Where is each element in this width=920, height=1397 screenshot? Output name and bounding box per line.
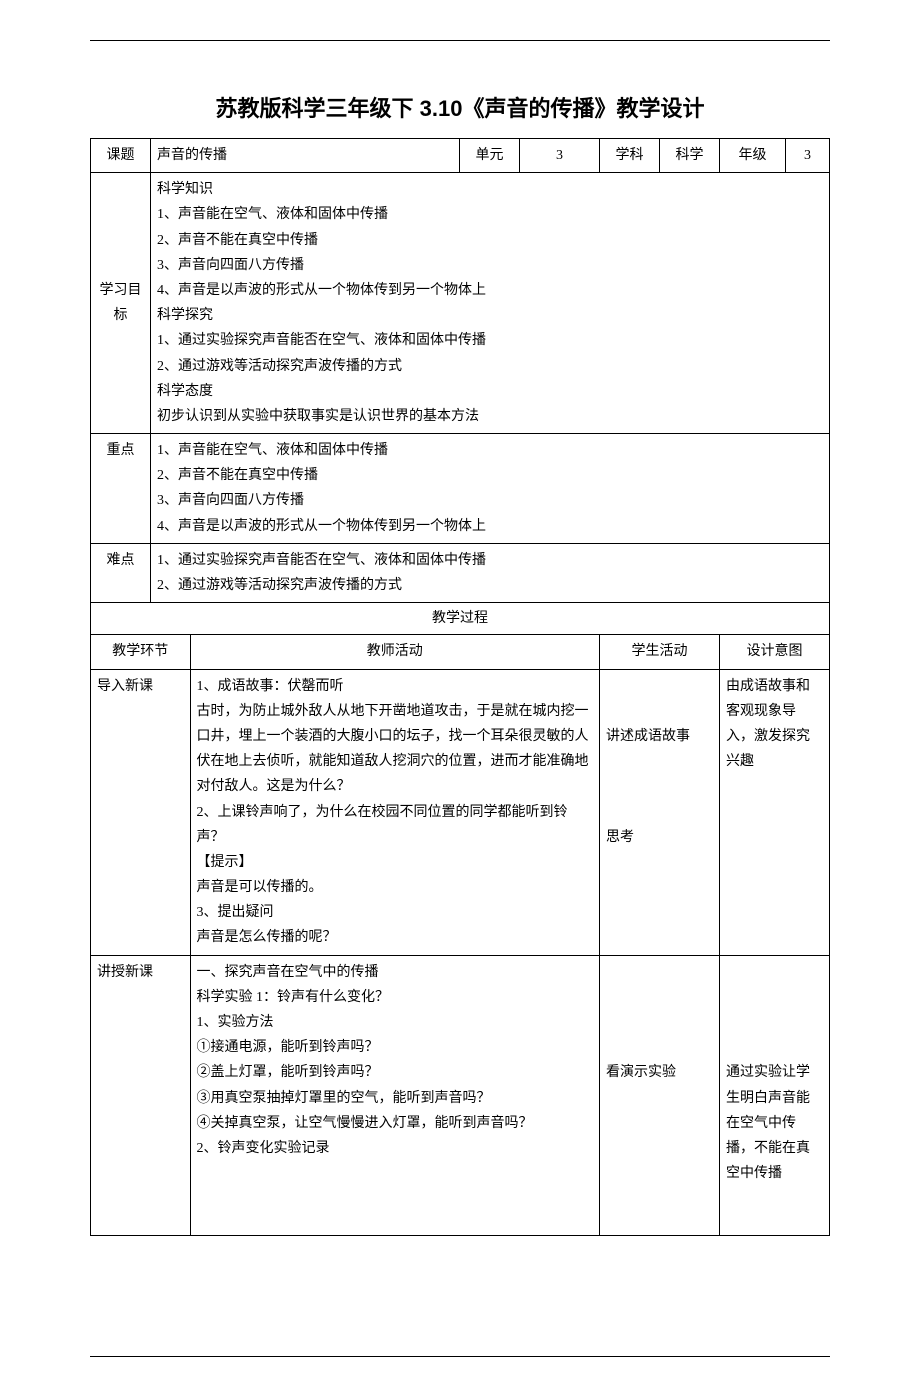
keypoints-row: 重点 1、声音能在空气、液体和固体中传播 2、声音不能在真空中传播 3、声音向四…	[91, 434, 830, 544]
columns-row: 教学环节 教师活动 学生活动 设计意图	[91, 635, 830, 669]
subject-value: 科学	[660, 139, 720, 173]
teach-t1: 一、探究声音在空气中的传播	[197, 960, 593, 985]
intro-t2: 古时，为防止城外敌人从地下开凿地道攻击，于是就在城内挖一口井，埋上一个装酒的大腹…	[197, 699, 593, 800]
subject-label: 学科	[600, 139, 660, 173]
obj-h1: 科学知识	[157, 177, 823, 202]
bottom-divider	[90, 1356, 830, 1357]
obj-h2: 科学探究	[157, 303, 823, 328]
topic-value: 声音的传播	[151, 139, 460, 173]
obj-l1: 1、声音能在空气、液体和固体中传播	[157, 202, 823, 227]
obj-l7: 初步认识到从实验中获取事实是认识世界的基本方法	[157, 404, 823, 429]
obj-l5: 1、通过实验探究声音能否在空气、液体和固体中传播	[157, 328, 823, 353]
info-row: 课题 声音的传播 单元 3 学科 科学 年级 3	[91, 139, 830, 173]
teach-teacher: 一、探究声音在空气中的传播 科学实验 1：铃声有什么变化？ 1、实验方法 ①接通…	[190, 955, 599, 1235]
col-stage: 教学环节	[91, 635, 191, 669]
intro-row: 导入新课 1、成语故事：伏罄而听 古时，为防止城外敌人从地下开凿地道攻击，于是就…	[91, 669, 830, 955]
teach-t5: ②盖上灯罩，能听到铃声吗？	[197, 1060, 593, 1085]
intro-teacher: 1、成语故事：伏罄而听 古时，为防止城外敌人从地下开凿地道攻击，于是就在城内挖一…	[190, 669, 599, 955]
difficulties-content: 1、通过实验探究声音能否在空气、液体和固体中传播 2、通过游戏等活动探究声波传播…	[151, 543, 830, 602]
teach-label: 讲授新课	[91, 955, 191, 1235]
obj-l2: 2、声音不能在真空中传播	[157, 228, 823, 253]
teach-t6: ③用真空泵抽掉灯罩里的空气，能听到声音吗？	[197, 1086, 593, 1111]
intro-t1: 1、成语故事：伏罄而听	[197, 674, 593, 699]
teach-t4: ①接通电源，能听到铃声吗？	[197, 1035, 593, 1060]
intro-student: 讲述成语故事 思考	[600, 669, 720, 955]
objectives-label: 学习目标	[91, 173, 151, 434]
lesson-plan-table: 课题 声音的传播 单元 3 学科 科学 年级 3 学习目标 科学知识 1、声音能…	[90, 138, 830, 1236]
kp-l3: 3、声音向四面八方传播	[157, 488, 823, 513]
teach-student: 看演示实验	[600, 955, 720, 1235]
intro-t6: 3、提出疑问	[197, 900, 593, 925]
unit-value: 3	[520, 139, 600, 173]
difficulties-row: 难点 1、通过实验探究声音能否在空气、液体和固体中传播 2、通过游戏等活动探究声…	[91, 543, 830, 602]
teach-design: 通过实验让学生明白声音能在空气中传播，不能在真空中传播	[720, 955, 830, 1235]
teach-d1: 通过实验让学生明白声音能在空气中传播，不能在真空中传播	[726, 1065, 810, 1181]
intro-s2: 思考	[606, 825, 713, 850]
page-title: 苏教版科学三年级下 3.10《声音的传播》教学设计	[90, 91, 830, 123]
col-design: 设计意图	[720, 635, 830, 669]
intro-t7: 声音是怎么传播的呢？	[197, 925, 593, 950]
col-teacher: 教师活动	[190, 635, 599, 669]
process-header-row: 教学过程	[91, 603, 830, 635]
teach-t3: 1、实验方法	[197, 1010, 593, 1035]
keypoints-label: 重点	[91, 434, 151, 544]
difficulties-label: 难点	[91, 543, 151, 602]
teach-t2: 科学实验 1：铃声有什么变化？	[197, 985, 593, 1010]
unit-label: 单元	[460, 139, 520, 173]
kp-l4: 4、声音是以声波的形式从一个物体传到另一个物体上	[157, 514, 823, 539]
teach-t8: 2、铃声变化实验记录	[197, 1136, 593, 1161]
col-student: 学生活动	[600, 635, 720, 669]
df-l1: 1、通过实验探究声音能否在空气、液体和固体中传播	[157, 548, 823, 573]
intro-t3: 2、上课铃声响了，为什么在校园不同位置的同学都能听到铃声？	[197, 800, 593, 850]
obj-l4: 4、声音是以声波的形式从一个物体传到另一个物体上	[157, 278, 823, 303]
teach-s1: 看演示实验	[606, 1065, 676, 1080]
intro-t4: 【提示】	[197, 850, 593, 875]
teach-t7: ④关掉真空泵，让空气慢慢进入灯罩，能听到声音吗？	[197, 1111, 593, 1136]
grade-label: 年级	[720, 139, 786, 173]
objectives-content: 科学知识 1、声音能在空气、液体和固体中传播 2、声音不能在真空中传播 3、声音…	[151, 173, 830, 434]
top-divider	[90, 40, 830, 41]
kp-l2: 2、声音不能在真空中传播	[157, 463, 823, 488]
grade-value: 3	[786, 139, 830, 173]
objectives-row: 学习目标 科学知识 1、声音能在空气、液体和固体中传播 2、声音不能在真空中传播…	[91, 173, 830, 434]
intro-label: 导入新课	[91, 669, 191, 955]
kp-l1: 1、声音能在空气、液体和固体中传播	[157, 438, 823, 463]
process-header: 教学过程	[91, 603, 830, 635]
obj-l3: 3、声音向四面八方传播	[157, 253, 823, 278]
obj-l6: 2、通过游戏等活动探究声波传播的方式	[157, 354, 823, 379]
keypoints-content: 1、声音能在空气、液体和固体中传播 2、声音不能在真空中传播 3、声音向四面八方…	[151, 434, 830, 544]
intro-s1: 讲述成语故事	[606, 724, 713, 749]
topic-label: 课题	[91, 139, 151, 173]
intro-design: 由成语故事和客观现象导入，激发探究兴趣	[720, 669, 830, 955]
intro-t5: 声音是可以传播的。	[197, 875, 593, 900]
obj-h3: 科学态度	[157, 379, 823, 404]
teach-row: 讲授新课 一、探究声音在空气中的传播 科学实验 1：铃声有什么变化？ 1、实验方…	[91, 955, 830, 1235]
df-l2: 2、通过游戏等活动探究声波传播的方式	[157, 573, 823, 598]
